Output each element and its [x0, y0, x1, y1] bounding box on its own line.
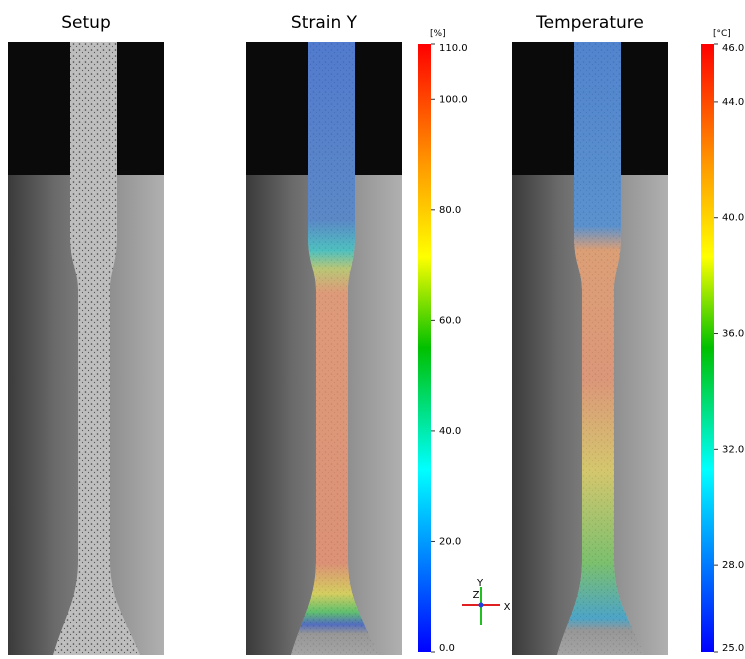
axis-x-label: X [504, 602, 511, 613]
panel-title: Setup [61, 13, 110, 33]
colorbar-tick-label: 46.0 [722, 43, 744, 54]
colorbar-tick-label: 80.0 [439, 205, 461, 216]
colorbar [701, 44, 714, 652]
colorbar-tick-label: 28.0 [722, 560, 744, 571]
axis-triad: Y Z X [462, 578, 511, 625]
figure: Setup Strain Y Temperature [%] 110.0 100.0 80.… [0, 0, 745, 655]
colorbar-tick-label: 40.0 [722, 213, 744, 224]
colorbar-tick-label: 32.0 [722, 444, 744, 455]
colorbar-unit: [%] [430, 29, 446, 39]
colorbar-tick-label: 110.0 [439, 43, 468, 54]
colorbar-tick-label: 36.0 [722, 329, 744, 340]
colorbar-tick-label: 60.0 [439, 315, 461, 326]
colorbar-tick-label: 20.0 [439, 536, 461, 547]
colorbar [418, 44, 431, 652]
colorbar-unit: [°C] [713, 29, 731, 39]
colorbar-tick-label: 0.0 [439, 643, 455, 654]
colorbar-tick-label: 44.0 [722, 97, 744, 108]
colorbar-tick-label: 40.0 [439, 426, 461, 437]
axis-y-label: Y [476, 578, 484, 589]
colorbar-tick-label: 100.0 [439, 94, 468, 105]
panel-title: Temperature [535, 13, 644, 33]
axis-z-label: Z [473, 590, 480, 601]
panel-title: Strain Y [291, 13, 358, 33]
colorbar-tick-label: 25.0 [722, 643, 744, 654]
